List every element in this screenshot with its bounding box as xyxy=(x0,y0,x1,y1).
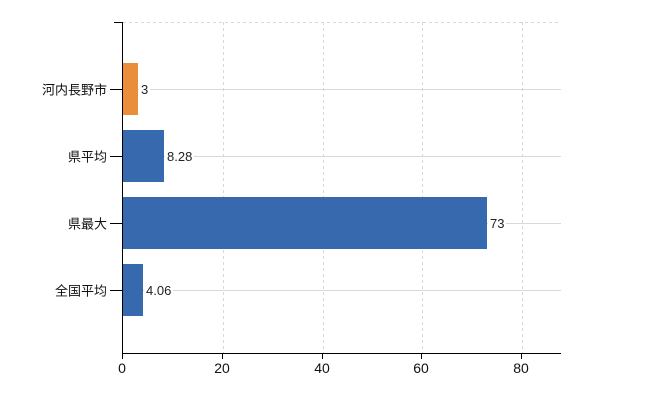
vertical-gridline xyxy=(223,22,224,353)
x-tick-label: 20 xyxy=(214,360,230,376)
y-axis-tick xyxy=(110,156,122,157)
category-gridline xyxy=(123,156,561,157)
bar-value-label: 73 xyxy=(488,216,507,231)
bar xyxy=(123,197,487,249)
category-label: 県最大 xyxy=(67,216,107,232)
y-axis-tick xyxy=(110,89,122,90)
category-gridline xyxy=(123,89,561,90)
x-axis-tick xyxy=(421,354,422,359)
x-tick-label: 0 xyxy=(118,360,126,376)
vertical-gridline xyxy=(422,22,423,353)
bar-value-label: 4.06 xyxy=(144,283,174,298)
x-tick-label: 60 xyxy=(413,360,429,376)
plot-top-dashed-border xyxy=(123,22,561,23)
bar xyxy=(123,130,164,182)
vertical-gridline xyxy=(522,22,523,353)
bar xyxy=(123,63,138,115)
bar-value-label: 8.28 xyxy=(165,149,195,164)
bar-value-label: 3 xyxy=(139,82,151,97)
x-axis-tick xyxy=(521,354,522,359)
category-label: 全国平均 xyxy=(54,283,107,299)
y-axis-tick xyxy=(110,290,122,291)
x-axis-tick xyxy=(222,354,223,359)
y-axis-tick xyxy=(110,223,122,224)
x-tick-label: 40 xyxy=(314,360,330,376)
vertical-gridline xyxy=(323,22,324,353)
plot-area: 3 8.28 73 4.06 xyxy=(122,22,561,354)
category-label: 河内長野市 xyxy=(41,82,107,98)
y-axis-top-tick xyxy=(114,22,122,23)
x-axis-tick xyxy=(122,354,123,359)
bar xyxy=(123,264,143,316)
x-axis-tick xyxy=(322,354,323,359)
x-tick-label: 80 xyxy=(513,360,529,376)
category-label: 県平均 xyxy=(67,149,107,165)
category-gridline xyxy=(123,290,561,291)
